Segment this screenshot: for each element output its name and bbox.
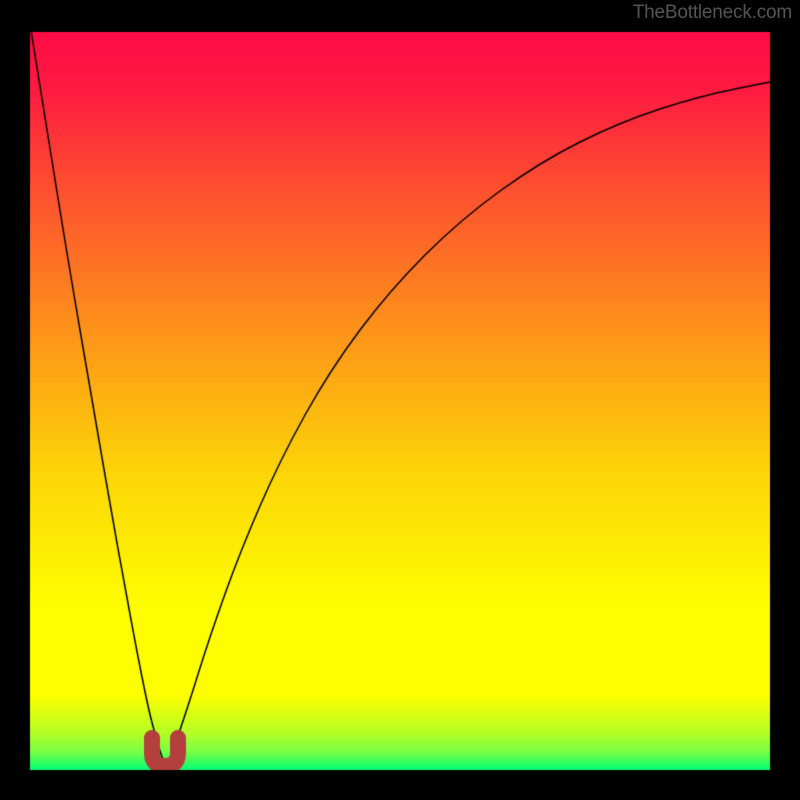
chart-container: TheBottleneck.com xyxy=(0,0,800,800)
watermark-label: TheBottleneck.com xyxy=(633,2,792,24)
bottleneck-chart-canvas xyxy=(0,0,800,800)
